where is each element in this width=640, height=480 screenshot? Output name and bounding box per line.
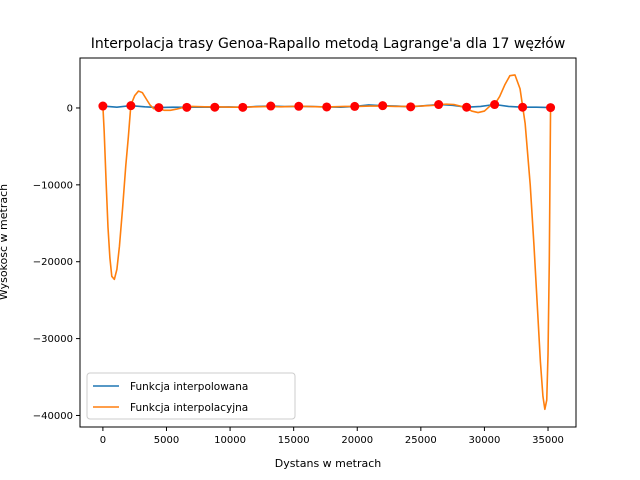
legend-label-interpolated: Funkcja interpolowana bbox=[130, 381, 248, 393]
node-marker bbox=[350, 101, 360, 111]
node-markers bbox=[98, 100, 556, 113]
node-marker bbox=[266, 101, 276, 111]
x-tick-label: 25000 bbox=[405, 435, 437, 446]
node-marker bbox=[490, 100, 500, 110]
y-axis-label: Wysokość w metrach bbox=[0, 184, 10, 300]
node-marker bbox=[406, 102, 416, 112]
y-tick-label: −40000 bbox=[33, 411, 73, 422]
plot-frame bbox=[79, 57, 577, 428]
legend-label-interpolating: Funkcja interpolacyjna bbox=[130, 402, 248, 414]
y-tick-label: −20000 bbox=[33, 257, 73, 268]
node-marker bbox=[238, 102, 248, 112]
y-tick-label: −10000 bbox=[33, 180, 73, 191]
x-tick-label: 5000 bbox=[154, 435, 179, 446]
chart-title: Interpolacja trasy Genoa-Rapallo metodą … bbox=[91, 36, 566, 52]
node-marker bbox=[182, 102, 192, 112]
node-marker bbox=[518, 102, 528, 112]
y-tick-label: −30000 bbox=[33, 334, 73, 345]
node-marker bbox=[98, 101, 108, 111]
x-tick-label: 30000 bbox=[469, 435, 501, 446]
node-marker bbox=[210, 102, 220, 112]
x-axis-label: Dystans w metrach bbox=[275, 457, 382, 470]
node-marker bbox=[546, 103, 556, 113]
plot-area: 0 5000 10000 15000 20000 25000 30000 35000 0 −100… bbox=[33, 57, 577, 446]
node-marker bbox=[294, 101, 304, 111]
node-marker bbox=[434, 100, 444, 110]
legend: Funkcja interpolowana Funkcja interpolac… bbox=[86, 372, 296, 420]
x-tick-label: 10000 bbox=[214, 435, 246, 446]
legend-box bbox=[86, 372, 296, 420]
node-marker bbox=[378, 101, 388, 111]
node-marker bbox=[462, 102, 472, 112]
node-marker bbox=[322, 102, 332, 112]
x-tick-label: 35000 bbox=[532, 435, 564, 446]
x-tick-label: 15000 bbox=[278, 435, 310, 446]
x-tick-label: 0 bbox=[100, 435, 106, 446]
node-marker bbox=[126, 101, 136, 111]
x-tick-label: 20000 bbox=[341, 435, 373, 446]
node-marker bbox=[154, 103, 164, 113]
y-tick-label: 0 bbox=[67, 103, 73, 114]
